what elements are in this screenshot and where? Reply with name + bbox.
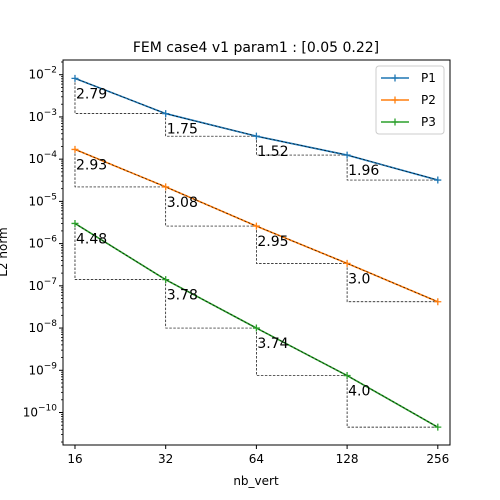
legend: P1 P2 P3 — [375, 65, 445, 135]
series-overlay-p1 — [74, 78, 438, 181]
data-point-p1 — [252, 132, 260, 140]
x-tick-label: 32 — [158, 452, 173, 466]
rate-triangle — [346, 375, 438, 428]
rate-triangle — [165, 186, 257, 227]
rate-label: 1.52 — [257, 144, 288, 160]
data-point-p3 — [434, 423, 442, 431]
rate-triangles-layer — [74, 78, 438, 428]
rate-triangle — [256, 136, 348, 156]
y-tick-exponent: −2 — [44, 66, 57, 76]
data-point-p2 — [343, 259, 351, 267]
y-tick-base: 10 — [28, 321, 43, 335]
legend-marker-p3 — [391, 118, 399, 126]
y-tick-label: 10−4 — [28, 150, 57, 166]
data-point-p1 — [71, 74, 79, 82]
rate-label: 3.78 — [167, 288, 198, 304]
y-tick-exponent: −4 — [44, 150, 58, 160]
rate-label: 2.93 — [76, 157, 107, 173]
data-point-p3 — [162, 276, 170, 284]
y-tick-base: 10 — [28, 68, 43, 82]
legend-marker-p1 — [391, 74, 399, 82]
rate-triangle — [74, 223, 166, 281]
data-point-p2 — [71, 145, 79, 153]
y-tick-label: 10−3 — [28, 108, 57, 124]
y-tick-base: 10 — [28, 279, 43, 293]
series-points-layer — [71, 74, 442, 431]
legend-box — [375, 65, 445, 135]
y-tick-exponent: −9 — [44, 361, 58, 371]
y-tick-label: 10−2 — [28, 66, 57, 82]
x-tick-label: 16 — [67, 452, 82, 466]
y-tick-label: 10−6 — [28, 235, 57, 251]
data-point-p2 — [252, 222, 260, 230]
data-point-p2 — [434, 298, 442, 306]
chart-title: FEM case4 v1 param1 : [0.05 0.22] — [133, 40, 379, 56]
x-tick-label: 128 — [336, 452, 359, 466]
rate-triangle — [165, 279, 257, 329]
y-tick-label: 10−9 — [28, 361, 57, 377]
data-point-p1 — [434, 176, 442, 184]
rate-triangle — [256, 226, 348, 264]
rate-label: 2.79 — [76, 86, 107, 102]
y-tick-exponent: −10 — [38, 404, 57, 414]
data-point-p1 — [343, 151, 351, 159]
y-tick-exponent: −5 — [44, 192, 57, 202]
y-tick-exponent: −7 — [44, 277, 57, 287]
rate-label: 1.96 — [348, 163, 379, 179]
x-tick-label: 64 — [249, 452, 264, 466]
y-tick-label: 10−10 — [23, 404, 58, 420]
rate-triangle — [346, 155, 438, 181]
rate-triangle — [346, 263, 438, 303]
legend-label-p1: P1 — [421, 71, 436, 85]
y-tick-base: 10 — [28, 152, 43, 166]
rate-label: 3.0 — [348, 271, 370, 287]
rate-labels-layer: 2.79 1.75 1.52 1.96 2.93 3.08 2.95 3.0 4.48 3.78 3… — [76, 86, 379, 399]
y-tick-base: 10 — [23, 406, 38, 420]
legend-marker-p2 — [391, 96, 399, 104]
y-tick-exponent: −3 — [44, 108, 57, 118]
y-tick-label: 10−7 — [28, 277, 57, 293]
x-axis-label: nb_vert — [233, 474, 279, 488]
y-tick-label: 10−5 — [28, 192, 57, 208]
y-tick-base: 10 — [28, 194, 43, 208]
legend-label-p3: P3 — [421, 115, 436, 129]
y-tick-exponent: −8 — [44, 319, 58, 329]
rate-label: 4.48 — [76, 231, 107, 247]
y-axis-label: L2 norm — [0, 227, 10, 277]
rate-label: 1.75 — [167, 122, 198, 138]
data-point-p3 — [252, 324, 260, 332]
y-tick-exponent: −6 — [44, 235, 58, 245]
x-tick-label: 256 — [426, 452, 449, 466]
rate-label: 4.0 — [348, 384, 370, 400]
data-point-p3 — [71, 219, 79, 227]
data-point-p3 — [343, 372, 351, 380]
rate-triangle — [74, 149, 166, 188]
y-tick-base: 10 — [28, 363, 43, 377]
rate-label: 2.95 — [257, 234, 288, 250]
rate-label: 3.08 — [167, 195, 198, 211]
rate-label: 3.74 — [257, 336, 288, 352]
data-point-p2 — [162, 183, 170, 191]
legend-label-p2: P2 — [421, 93, 436, 107]
x-axis-ticks: 16 32 64 128 256 — [67, 445, 449, 466]
y-tick-base: 10 — [28, 237, 43, 251]
y-tick-label: 10−8 — [28, 319, 57, 335]
y-tick-base: 10 — [28, 110, 43, 124]
data-point-p1 — [162, 110, 170, 118]
